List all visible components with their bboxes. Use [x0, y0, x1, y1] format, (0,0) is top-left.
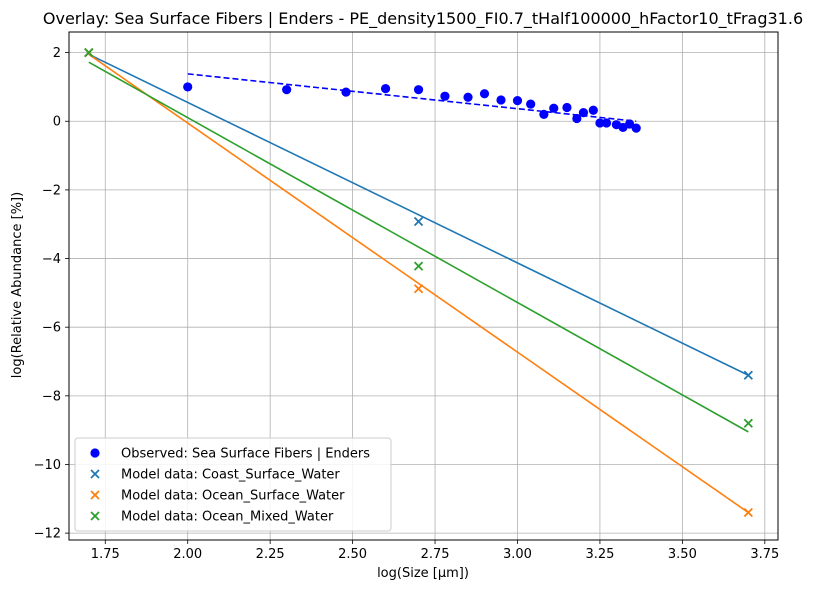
observed-point [549, 103, 559, 113]
observed-point [380, 84, 391, 94]
x-axis-ticks: 1.75 2.00 2.25 2.50 2.75 3.00 3.25 3.50 3.75 [91, 540, 779, 562]
observed-point [463, 92, 473, 102]
grid [69, 32, 778, 540]
observed-point [631, 123, 641, 133]
y-tick-label: −8 [42, 389, 61, 404]
fit-line-observed [187, 73, 637, 123]
y-tick-label: −6 [42, 321, 61, 336]
model-point-series-1 [413, 284, 424, 294]
y-tick-label: −4 [42, 252, 61, 267]
fit-lines [88, 53, 749, 514]
y-axis-ticks: 2 0 −2 −4 −6 −8 −10 −12 [34, 46, 69, 542]
observed-point [512, 96, 523, 106]
model-point-series-0 [743, 370, 753, 380]
model-point-series-2 [413, 261, 424, 271]
legend-label: Model data: Coast_Surface_Water [121, 468, 340, 483]
y-tick-label: 0 [53, 115, 61, 130]
observed-point [625, 119, 635, 129]
x-tick-label: 2.75 [421, 547, 450, 562]
observed-point [595, 118, 605, 128]
observed-point [588, 105, 598, 115]
fit-line-series-0 [88, 53, 749, 376]
x-tick-label: 1.75 [91, 547, 120, 562]
observed-point [578, 108, 589, 118]
fit-line-series-1 [88, 53, 749, 514]
x-tick-label: 2.50 [338, 547, 367, 562]
observed-point [526, 99, 536, 109]
legend-label: Observed: Sea Surface Fibers | Enders [121, 447, 370, 462]
legend: Observed: Sea Surface Fibers | Enders Mod… [74, 437, 392, 532]
x-tick-label: 2.25 [256, 547, 285, 562]
observed-point [539, 109, 549, 119]
model-point-series-1 [743, 507, 753, 518]
y-axis-label: log(Relative Abundance [%]) [10, 192, 25, 378]
x-tick-label: 2.00 [173, 547, 202, 562]
observed-point [601, 118, 612, 128]
observed-point [413, 85, 424, 95]
chart-title: Overlay: Sea Surface Fibers | Enders - P… [43, 9, 803, 29]
y-tick-label: 2 [53, 46, 61, 61]
legend-label: Model data: Ocean_Surface_Water [121, 489, 345, 504]
legend-marker-observed [90, 448, 100, 458]
legend-label: Model data: Ocean_Mixed_Water [121, 510, 334, 525]
legend-marker-model [90, 469, 100, 479]
x-tick-label: 3.25 [585, 547, 614, 562]
x-tick-label: 3.00 [503, 547, 532, 562]
legend-marker-model [90, 511, 100, 521]
data-marks [84, 47, 753, 518]
model-point-series-2 [743, 418, 753, 428]
y-tick-label: −2 [42, 183, 61, 198]
observed-point [496, 95, 506, 105]
observed-point [183, 82, 193, 92]
observed-point [562, 102, 572, 113]
observed-point [440, 91, 450, 101]
observed-point [282, 85, 292, 95]
model-point-series-0 [413, 216, 424, 227]
plot-frame [68, 31, 779, 541]
x-axis-label: log(Size [μm]) [377, 566, 469, 581]
x-tick-label: 3.75 [750, 547, 779, 562]
model-point-series-2 [84, 47, 94, 58]
legend-box [74, 437, 392, 532]
observed-point [572, 113, 582, 124]
y-tick-label: −12 [34, 527, 61, 542]
y-tick-label: −10 [34, 458, 61, 473]
observed-point [341, 87, 351, 97]
fit-line-series-2 [88, 61, 749, 433]
observed-point [479, 89, 490, 99]
legend-marker-model [90, 490, 100, 500]
x-tick-label: 3.50 [668, 547, 697, 562]
